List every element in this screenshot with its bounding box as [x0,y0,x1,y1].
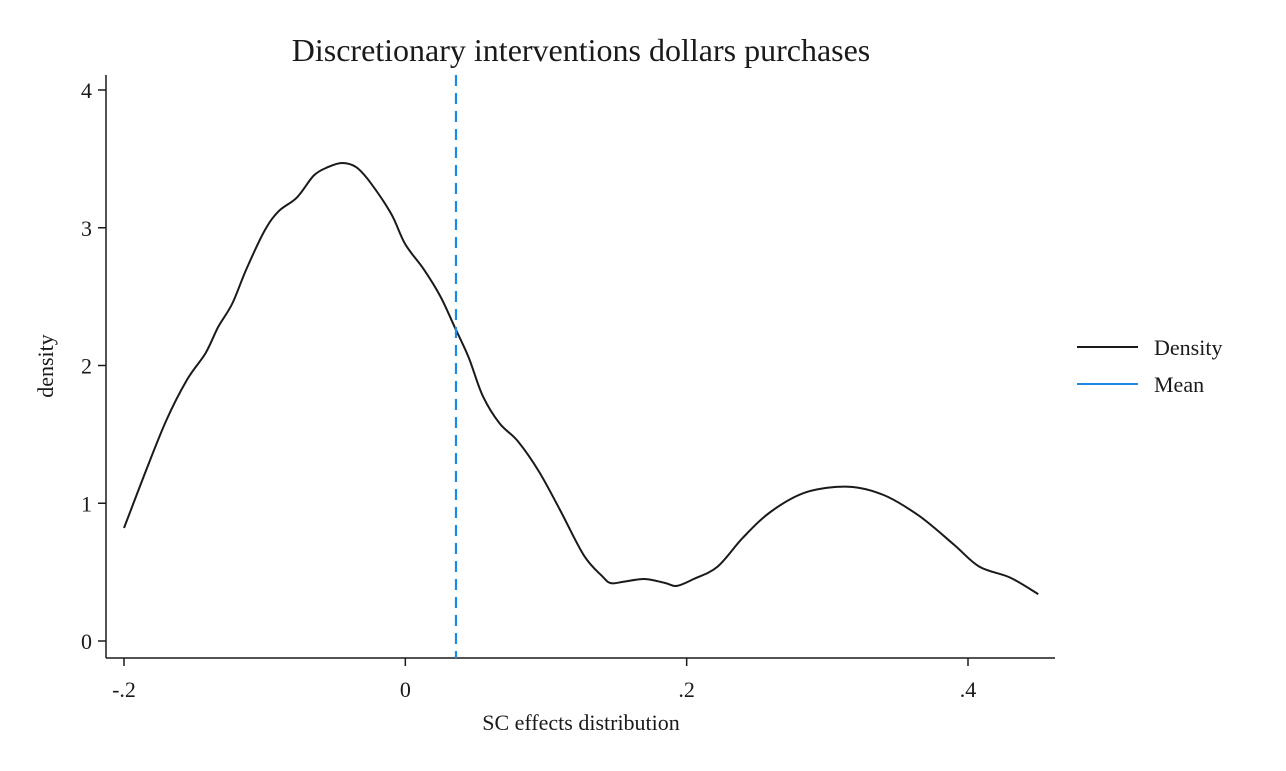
legend-label-density: Density [1154,335,1222,360]
y-axis-label: density [33,334,58,398]
y-tick-label: 4 [81,78,92,103]
x-axis-ticks: -.2 0 .2 .4 [112,658,976,702]
density-line [123,162,1039,596]
x-axis-label: SC effects distribution [482,710,680,735]
y-tick-label: 0 [81,629,92,654]
y-tick-label: 3 [81,216,92,241]
x-tick-label: 0 [400,677,411,702]
y-tick-label: 2 [81,354,92,379]
legend: Density Mean [1077,335,1222,397]
x-tick-label: .2 [678,677,695,702]
legend-label-mean: Mean [1154,372,1204,397]
y-tick-label: 1 [81,491,92,516]
x-tick-label: .4 [960,677,977,702]
x-tick-label: -.2 [112,677,136,702]
plot-area [123,75,1039,658]
chart-title: Discretionary interventions dollars purc… [292,32,871,68]
y-axis-ticks: 0 1 2 3 4 [81,78,106,654]
